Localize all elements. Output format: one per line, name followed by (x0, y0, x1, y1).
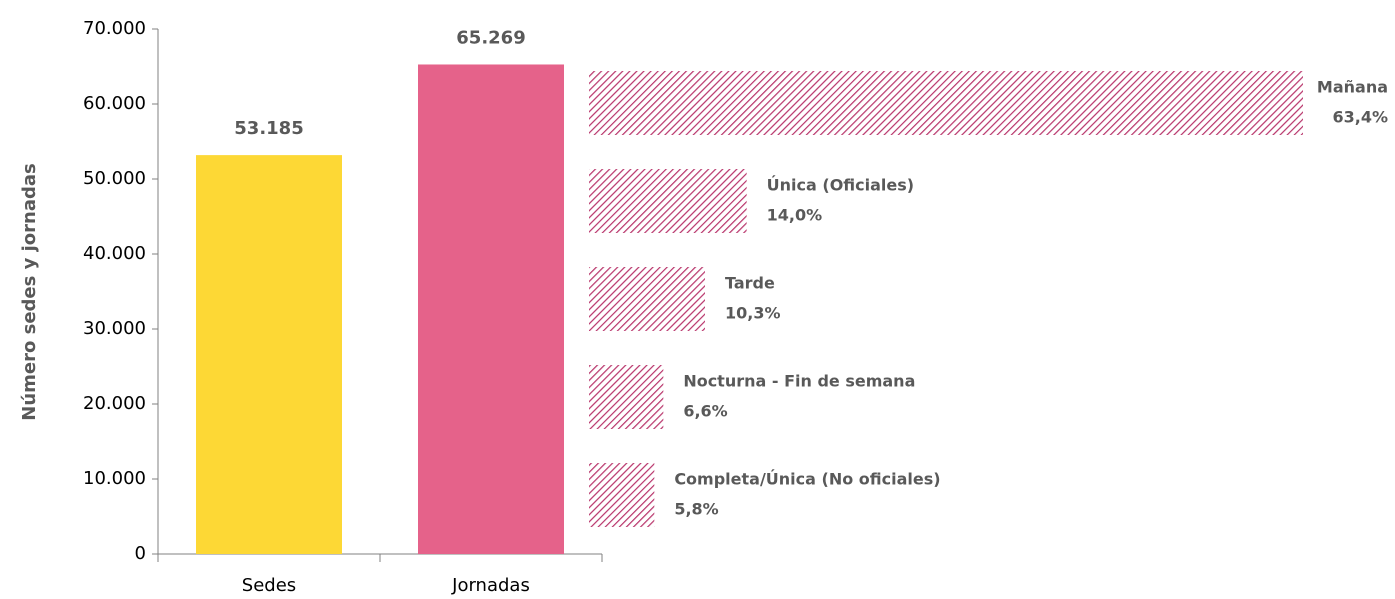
category-label: Mañana (1317, 78, 1388, 97)
category-label: Completa/Única (No oficiales) (674, 470, 940, 489)
hatched-bar (589, 169, 747, 233)
category-label: Única (Oficiales) (767, 176, 914, 195)
bar (418, 64, 564, 555)
hatched-bar (589, 463, 655, 527)
y-tick-label: 20.000 (83, 393, 146, 414)
bar (196, 155, 342, 555)
hatched-bar (589, 365, 664, 429)
y-tick-label: 30.000 (83, 318, 146, 339)
y-axis-label: Número sedes y jornadas (19, 163, 40, 420)
value-label: 65.269 (456, 27, 525, 48)
value-label: 63,4% (1332, 108, 1388, 127)
value-label: 14,0% (767, 206, 823, 225)
value-label: 10,3% (725, 304, 781, 323)
x-tick-label: Jornadas (451, 575, 530, 596)
value-label: 6,6% (683, 402, 727, 421)
y-tick-label: 60.000 (83, 93, 146, 114)
y-tick-label: 10.000 (83, 468, 146, 489)
y-tick-label: 50.000 (83, 168, 146, 189)
value-label: 53.185 (234, 118, 303, 139)
y-tick-label: 70.000 (83, 18, 146, 39)
category-label: Tarde (725, 274, 775, 293)
hatched-bar (589, 71, 1303, 135)
y-tick-label: 0 (135, 543, 146, 564)
x-tick-label: Sedes (242, 575, 296, 596)
y-tick-label: 40.000 (83, 243, 146, 264)
category-label: Nocturna - Fin de semana (683, 372, 915, 391)
hatched-bar (589, 267, 705, 331)
value-label: 5,8% (674, 500, 718, 519)
